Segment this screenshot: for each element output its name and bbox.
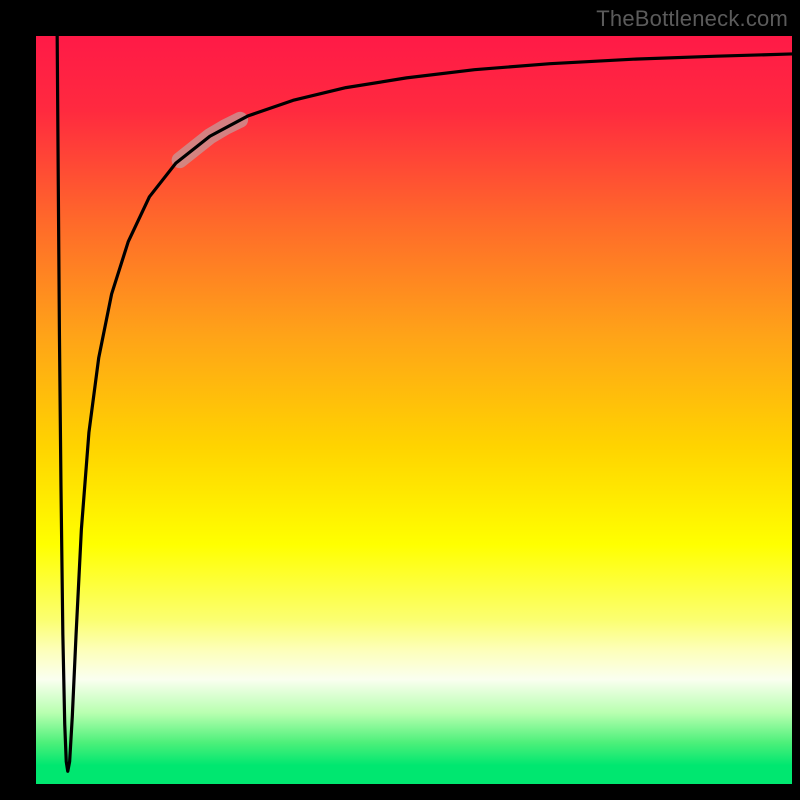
chart-frame: TheBottleneck.com <box>0 0 800 800</box>
bottleneck-chart <box>0 0 800 800</box>
watermark-text: TheBottleneck.com <box>596 6 788 32</box>
plot-area <box>36 36 792 784</box>
